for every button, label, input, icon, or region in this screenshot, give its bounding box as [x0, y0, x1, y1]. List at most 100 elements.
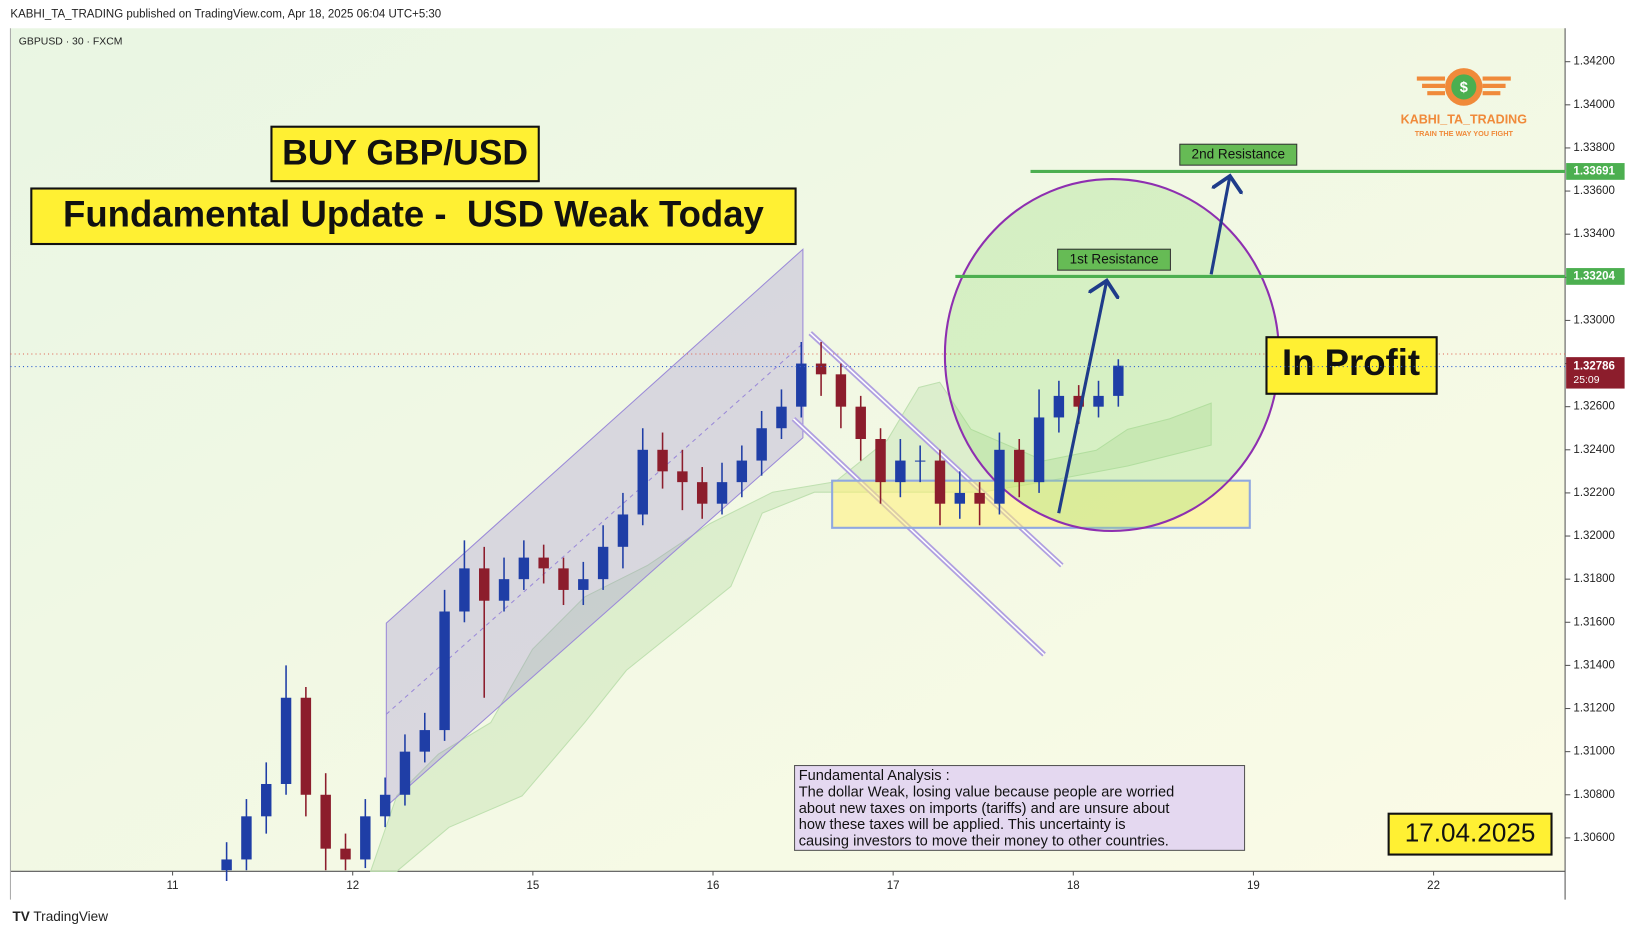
- candle-body: [1093, 395, 1104, 407]
- candle-body: [261, 783, 272, 817]
- logo-coin: [1451, 74, 1477, 100]
- last-price-label: 1.32786: [1573, 361, 1615, 373]
- analysis-line: causing investors to move their money to…: [799, 833, 1169, 849]
- candle-body: [538, 557, 549, 569]
- arrow: [1057, 281, 1107, 514]
- price-tag-label: 1.33204: [1573, 270, 1615, 282]
- marks: [221, 341, 1124, 882]
- footer: TradingView: [33, 909, 108, 924]
- y-tick-label: 1.30800: [1573, 789, 1615, 801]
- y-tick-label: 1.33800: [1573, 142, 1615, 154]
- candle-body: [875, 439, 886, 483]
- x-tick-label: 22: [1427, 880, 1440, 892]
- candle-body: [815, 363, 827, 375]
- candle-body: [597, 546, 609, 580]
- y-tick-label: 1.31000: [1573, 746, 1615, 758]
- last-price-tag: [1566, 357, 1625, 389]
- candle-body: [736, 460, 748, 483]
- y-tick-label: 1.32400: [1573, 444, 1615, 456]
- candle-body: [617, 514, 629, 547]
- candle-body: [479, 568, 490, 601]
- candle-body: [895, 460, 906, 483]
- footer-logo: TV: [13, 909, 30, 924]
- y-tick-label: 1.33600: [1573, 185, 1615, 197]
- candle-body: [1033, 417, 1045, 483]
- countdown: 25:09: [1573, 375, 1599, 386]
- candle-body: [796, 363, 807, 407]
- candle-body: [1073, 395, 1084, 407]
- y-tick-label: 1.30600: [1573, 832, 1615, 844]
- price-tag-label: 1.33691: [1573, 165, 1615, 177]
- analysis-line: how these taxes will be applied. This un…: [799, 817, 1126, 833]
- status-text: In Profit: [1282, 342, 1420, 383]
- x-tick-label: 15: [526, 880, 539, 892]
- candle-body: [300, 697, 312, 795]
- candle-body: [974, 492, 985, 504]
- plot-background: [10, 28, 1566, 872]
- logo-tagline: TRAIN THE WAY YOU FIGHT: [1415, 129, 1514, 138]
- resistance-label-box: [1179, 143, 1298, 166]
- logo-text: KABHI_TA_TRADING: [1401, 113, 1527, 127]
- logo: $ KABHI_TA_TRADING TRAIN THE WAY YOU FIG…: [1401, 68, 1527, 138]
- candle-body: [776, 406, 787, 429]
- status-box: [1265, 336, 1438, 395]
- buy-box: [270, 125, 540, 183]
- candle-body: [439, 611, 450, 731]
- price-tag: [1566, 268, 1625, 285]
- headline-box: [30, 187, 797, 246]
- candle-body: [320, 794, 331, 849]
- buy-text: BUY GBP/USD: [282, 132, 528, 172]
- candle-body: [855, 406, 866, 440]
- y-tick-label: 1.32600: [1573, 401, 1615, 413]
- x-tick-label: 16: [707, 880, 720, 892]
- candle-body: [696, 482, 708, 504]
- y-tick-label: 1.31400: [1573, 659, 1615, 671]
- rising-channel: [385, 248, 804, 808]
- candle-body: [241, 816, 252, 860]
- logo-wings: [1416, 76, 1511, 96]
- candle-body: [558, 568, 569, 590]
- resistance-label: 2nd Resistance: [1192, 146, 1285, 161]
- candle-body: [340, 848, 351, 860]
- channel-midline: [385, 343, 804, 715]
- y-tick-label: 1.34000: [1573, 99, 1615, 111]
- candle-body: [280, 697, 292, 784]
- logo-symbol: $: [1460, 80, 1468, 96]
- candle-body: [934, 460, 946, 504]
- candle-body: [637, 449, 648, 515]
- resistance-label: 1st Resistance: [1070, 251, 1159, 266]
- y-tick-label: 1.33000: [1573, 314, 1615, 326]
- candle-body: [360, 816, 371, 860]
- candle-body: [578, 579, 589, 590]
- y-tick-label: 1.31600: [1573, 616, 1615, 628]
- analysis-box: [794, 765, 1246, 851]
- y-tick-label: 1.33400: [1573, 228, 1615, 240]
- candle-body: [954, 492, 966, 504]
- y-tick-label: 1.31800: [1573, 573, 1615, 585]
- candle-body: [459, 568, 470, 612]
- candle-body: [221, 859, 232, 871]
- date-box: [1387, 812, 1553, 856]
- x-tick-label: 18: [1067, 880, 1080, 892]
- cloud: [369, 381, 1212, 872]
- candle-body: [1014, 449, 1025, 483]
- date-text: 17.04.2025: [1405, 818, 1536, 848]
- symbol: GBPUSD · 30 · FXCM: [19, 37, 123, 48]
- candle-body: [677, 471, 688, 483]
- arrow: [1209, 176, 1230, 275]
- y-tick-label: 1.32200: [1573, 487, 1615, 499]
- analysis-line: about new taxes on imports (tariffs) and…: [799, 801, 1170, 817]
- candle-body: [914, 460, 926, 462]
- publisher: KABHI_TA_TRADING published on TradingVie…: [10, 9, 441, 21]
- candle-body: [657, 449, 668, 472]
- candle-body: [716, 482, 728, 504]
- candle-body: [518, 557, 530, 580]
- analysis-line: The dollar Weak, losing value because pe…: [799, 785, 1175, 801]
- x-tick-label: 19: [1247, 880, 1260, 892]
- candle-body: [498, 579, 510, 601]
- price-tag: [1566, 163, 1625, 180]
- candle-body: [756, 428, 767, 461]
- headline-text: Fundamental Update - USD Weak Today: [63, 193, 764, 234]
- y-tick-label: 1.34200: [1573, 56, 1615, 68]
